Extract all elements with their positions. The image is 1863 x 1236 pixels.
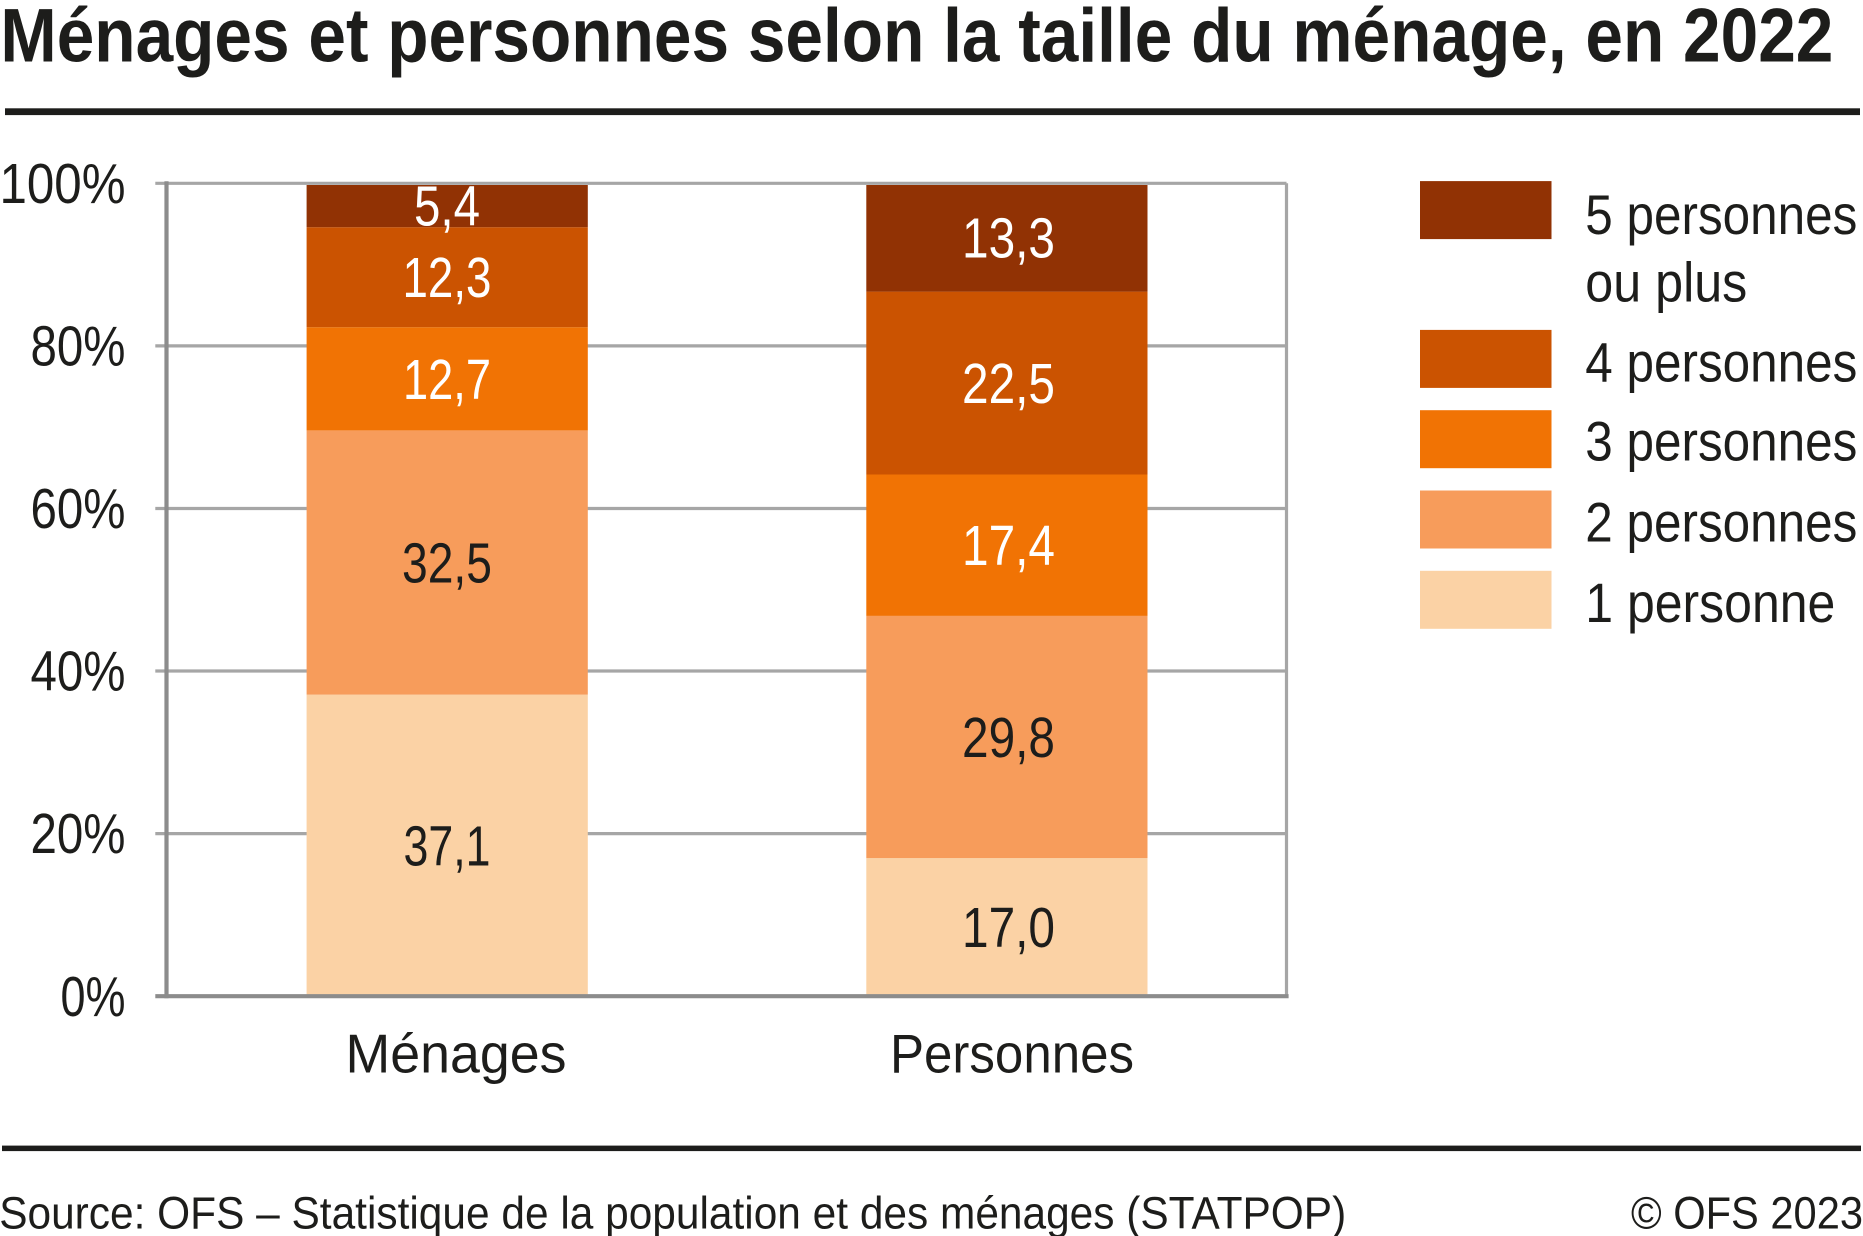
svg-text:17,4: 17,4 [962,514,1055,578]
svg-text:ou plus: ou plus [1585,250,1747,313]
svg-text:© OFS 2023: © OFS 2023 [1631,1188,1863,1236]
svg-text:Ménages et personnes selon la: Ménages et personnes selon la taille du … [0,0,1833,79]
svg-text:22,5: 22,5 [962,352,1055,416]
svg-text:0%: 0% [61,965,126,1029]
svg-text:40%: 40% [31,640,126,704]
svg-text:Source: OFS – Statistique de l: Source: OFS – Statistique de la populati… [0,1188,1346,1236]
svg-text:32,5: 32,5 [402,532,492,596]
svg-text:1 personne: 1 personne [1585,571,1835,634]
svg-text:60%: 60% [31,477,126,541]
svg-text:29,8: 29,8 [962,706,1055,770]
svg-text:20%: 20% [31,802,126,866]
svg-text:4 personnes: 4 personnes [1585,330,1857,393]
svg-text:12,3: 12,3 [403,246,492,310]
svg-text:13,3: 13,3 [962,206,1055,270]
svg-text:17,0: 17,0 [962,896,1055,960]
svg-text:37,1: 37,1 [404,814,491,878]
svg-text:2 personnes: 2 personnes [1585,491,1857,554]
svg-text:12,7: 12,7 [403,348,491,412]
svg-text:100%: 100% [0,152,126,216]
svg-text:3 personnes: 3 personnes [1585,410,1857,473]
svg-text:Ménages: Ménages [346,1022,567,1084]
svg-text:80%: 80% [31,315,126,379]
svg-text:5,4: 5,4 [414,174,480,238]
svg-text:Personnes: Personnes [890,1022,1134,1084]
svg-text:5 personnes: 5 personnes [1585,183,1857,246]
